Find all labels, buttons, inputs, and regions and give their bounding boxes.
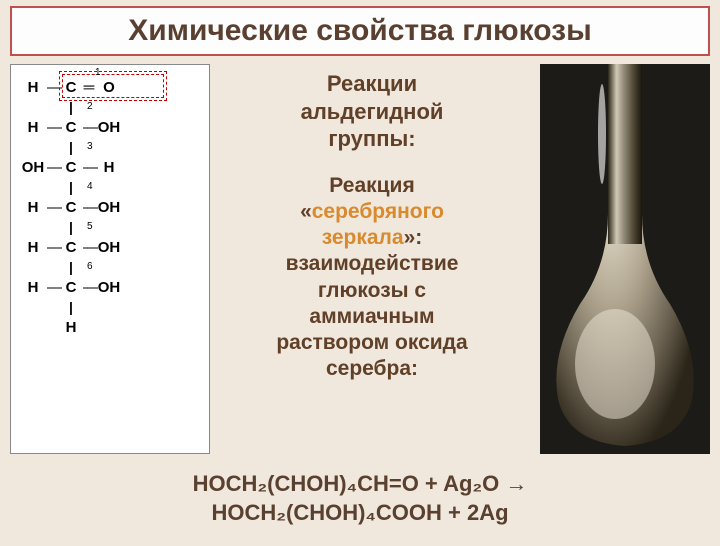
aldehyde-inner-box bbox=[62, 74, 164, 98]
vbond-4: |5 bbox=[19, 219, 201, 235]
title-container: Химические свойства глюкозы bbox=[10, 6, 710, 56]
c1-left: H bbox=[19, 79, 47, 96]
flask-svg bbox=[540, 64, 710, 454]
carbon-row-3: OH — C — H bbox=[19, 155, 201, 179]
flask-photo bbox=[540, 64, 710, 454]
bottom-h: H bbox=[59, 319, 83, 336]
carbon-row-5: H — C — OH bbox=[19, 235, 201, 259]
carbon-row-2: H — C — OH bbox=[19, 115, 201, 139]
equation-line2: HOCH₂(CHOH)₄COOH + 2Ag bbox=[211, 500, 508, 525]
carbon-row-6: H — C — OH bbox=[19, 275, 201, 299]
page-title: Химические свойства глюкозы bbox=[22, 14, 698, 48]
text-column: Реакции альдегидной группы: Реакция «сер… bbox=[210, 64, 534, 454]
vbond-6: | bbox=[19, 299, 201, 315]
content-row: H — C ═ O |2 1 H — C — OH |3 OH — C — H … bbox=[0, 64, 720, 454]
section-heading: Реакции альдегидной группы: bbox=[220, 70, 524, 153]
reaction-equation: HOCH₂(CHOH)₄CH=O + Ag₂O → HOCH₂(CHOH)₄CO… bbox=[0, 469, 720, 528]
c1-bond-l: — bbox=[47, 79, 59, 96]
vbond-5: |6 bbox=[19, 259, 201, 275]
vbond-2: |3 bbox=[19, 139, 201, 155]
vbond-3: |4 bbox=[19, 179, 201, 195]
vbond-1: |2 bbox=[19, 99, 201, 115]
num-1: 1 bbox=[95, 67, 101, 78]
glucose-structure: H — C ═ O |2 1 H — C — OH |3 OH — C — H … bbox=[10, 64, 210, 454]
carbon-row-4: H — C — OH bbox=[19, 195, 201, 219]
bottom-h-row: H bbox=[19, 315, 201, 339]
equation-line1: HOCH₂(CHOH)₄CH=O + Ag₂O → bbox=[193, 471, 528, 496]
reaction-description: Реакция «серебряного зеркала»: взаимодей… bbox=[220, 173, 524, 383]
